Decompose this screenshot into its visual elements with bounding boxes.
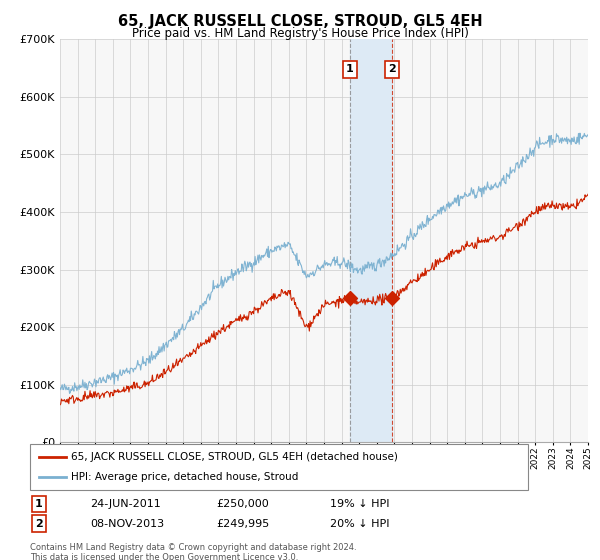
Text: Contains HM Land Registry data © Crown copyright and database right 2024.: Contains HM Land Registry data © Crown c… <box>30 543 356 552</box>
Text: Price paid vs. HM Land Registry's House Price Index (HPI): Price paid vs. HM Land Registry's House … <box>131 27 469 40</box>
Text: £250,000: £250,000 <box>216 499 269 509</box>
Text: 20% ↓ HPI: 20% ↓ HPI <box>330 519 389 529</box>
Text: 24-JUN-2011: 24-JUN-2011 <box>90 499 161 509</box>
Text: 19% ↓ HPI: 19% ↓ HPI <box>330 499 389 509</box>
Text: This data is licensed under the Open Government Licence v3.0.: This data is licensed under the Open Gov… <box>30 553 298 560</box>
Text: £249,995: £249,995 <box>216 519 269 529</box>
Bar <box>350 39 392 442</box>
Text: HPI: Average price, detached house, Stroud: HPI: Average price, detached house, Stro… <box>71 472 298 482</box>
Text: 1: 1 <box>35 499 43 509</box>
Text: 1: 1 <box>346 64 354 74</box>
Text: 65, JACK RUSSELL CLOSE, STROUD, GL5 4EH (detached house): 65, JACK RUSSELL CLOSE, STROUD, GL5 4EH … <box>71 452 398 462</box>
Text: 08-NOV-2013: 08-NOV-2013 <box>90 519 164 529</box>
Point <box>387 294 397 303</box>
Text: 65, JACK RUSSELL CLOSE, STROUD, GL5 4EH: 65, JACK RUSSELL CLOSE, STROUD, GL5 4EH <box>118 14 482 29</box>
Text: 2: 2 <box>388 64 395 74</box>
Text: 2: 2 <box>35 519 43 529</box>
Point <box>345 294 355 303</box>
